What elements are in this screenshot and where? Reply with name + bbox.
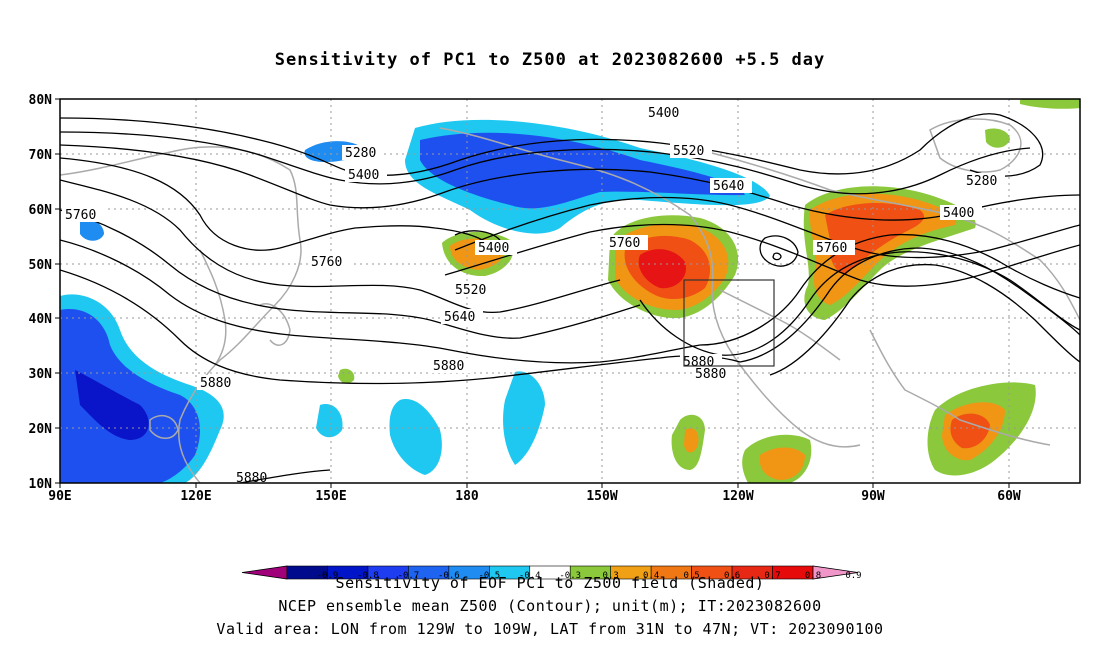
svg-text:5640: 5640 [444, 310, 475, 325]
svg-text:5400: 5400 [943, 206, 974, 221]
contour-label: 5280 [342, 145, 384, 161]
contour-label: 5520 [670, 143, 712, 159]
map-frame [59, 98, 1081, 484]
shade-arctic-positive [1020, 99, 1080, 109]
lat-label: 40N [29, 312, 53, 327]
figure-title: Sensitivity of PC1 to Z500 at 2023082600… [274, 50, 826, 70]
lon-label: 150E [315, 489, 346, 504]
lat-label: 80N [29, 93, 53, 108]
contour-label: 5880 [197, 375, 239, 391]
footer-line-contour: NCEP ensemble mean Z500 (Contour); unit(… [278, 597, 822, 615]
shade-tropical-negative-2 [503, 371, 545, 465]
svg-text:5880: 5880 [695, 367, 726, 382]
svg-text:5760: 5760 [65, 208, 96, 223]
colorbar-tick-label: -0.5 [478, 571, 500, 581]
svg-text:5520: 5520 [455, 283, 486, 298]
contour-label: 5760 [813, 240, 855, 256]
lon-label: 90E [48, 489, 71, 504]
contour-label: 5280 [963, 173, 1005, 189]
shade-tropical-negative-3 [316, 404, 343, 438]
colorbar-end-high [812, 565, 859, 580]
colorbar-tick-label: -0.3 [559, 571, 581, 581]
shade-tropical-negative-1 [389, 399, 442, 475]
lat-label: 30N [29, 367, 53, 382]
svg-text:5400: 5400 [348, 168, 379, 183]
lat-axis-labels: 80N 70N 60N 50N 40N 30N 20N 10N [29, 93, 53, 492]
contour-label: 5400 [940, 205, 982, 221]
contour-label: 5760 [308, 254, 350, 270]
lon-label: 60W [997, 489, 1021, 504]
lat-label: 10N [29, 477, 53, 492]
contour-label: 5760 [62, 207, 104, 223]
contour-label: 5760 [606, 235, 648, 251]
lon-label: 120E [180, 489, 211, 504]
colorbar: -0.9 -0.8 -0.7 -0.6 -0.5 -0.4 -0.3 0.3 0.4 0.5 0.6… [241, 565, 862, 581]
svg-text:5760: 5760 [311, 255, 342, 270]
colorbar-tick-label: -0.4 [519, 571, 541, 581]
shade-canada-red [825, 203, 925, 275]
lat-label: 60N [29, 203, 53, 218]
colorbar-tick-label: 0.8 [805, 571, 821, 581]
svg-text:5760: 5760 [609, 236, 640, 251]
lon-label: 180 [455, 489, 479, 504]
valid-area-box [683, 279, 775, 367]
shade-hawaii-positive [338, 368, 355, 384]
svg-text:5280: 5280 [345, 146, 376, 161]
shade-greenland-positive [985, 128, 1010, 148]
footer-line-valid-area: Valid area: LON from 129W to 109W, LAT f… [216, 620, 884, 638]
contour-label: 5880 [692, 366, 734, 382]
shade-asia-negative-deep [75, 370, 149, 440]
colorbar-tick-label: 0.6 [724, 571, 740, 581]
shade-asia-negative-core [60, 309, 200, 483]
shading-layer [60, 99, 1080, 483]
lat-label: 70N [29, 148, 53, 163]
shade-northeast-pacific-core [638, 249, 686, 289]
lat-label: 20N [29, 422, 53, 437]
svg-text:5880: 5880 [433, 359, 464, 374]
footer-line-shaded: Sensitivity of EOF PC1 to Z500 field (Sh… [335, 574, 765, 592]
lon-label: 90W [861, 489, 885, 504]
colorbar-tick-label: 0.4 [643, 571, 659, 581]
lon-label: 150W [586, 489, 617, 504]
svg-text:5640: 5640 [713, 179, 744, 194]
contour-label: 5640 [710, 178, 752, 194]
shade-small-negative [80, 218, 104, 241]
z500-contours [60, 113, 1080, 483]
shade-central-america-orange [759, 447, 805, 480]
contour-label: 5400 [345, 167, 387, 183]
colorbar-tick-label: -0.8 [357, 571, 379, 581]
svg-text:5520: 5520 [673, 144, 704, 159]
colorbar-tick-label: 0.3 [603, 571, 619, 581]
colorbar-tick-label: 0.7 [764, 571, 780, 581]
contour-label: 5400 [645, 105, 687, 121]
contour-label: 5880 [430, 358, 472, 374]
svg-text:5400: 5400 [648, 106, 679, 121]
svg-text:5760: 5760 [816, 241, 847, 256]
colorbar-tick-label: -0.6 [438, 571, 460, 581]
contour-label: 5640 [441, 309, 483, 325]
contour-label: 5400 [475, 240, 517, 256]
svg-text:5280: 5280 [966, 174, 997, 189]
colorbar-tick-label: -0.9 [317, 571, 339, 581]
lat-label: 50N [29, 258, 53, 273]
contour-label: 5520 [452, 282, 494, 298]
shade-north-pacific-core [420, 132, 745, 209]
shade-mexico-positive-core [684, 428, 699, 453]
colorbar-tick-label: 0.9 [845, 571, 861, 581]
colorbar-tick-label: 0.5 [683, 571, 699, 581]
lon-axis-labels: 90E 120E 150E 180 150W 120W 90W 60W [48, 489, 1021, 504]
shade-caribbean-red [950, 413, 990, 449]
contour-labels: 5280 5400 5400 5520 5640 5760 5760 5400 … [62, 105, 1005, 486]
axis-ticks [55, 98, 1010, 488]
map-gridlines [60, 99, 1080, 483]
colorbar-tick-label: -0.7 [398, 571, 420, 581]
svg-text:5880: 5880 [200, 376, 231, 391]
lon-label: 120W [722, 489, 753, 504]
svg-text:5400: 5400 [478, 241, 509, 256]
